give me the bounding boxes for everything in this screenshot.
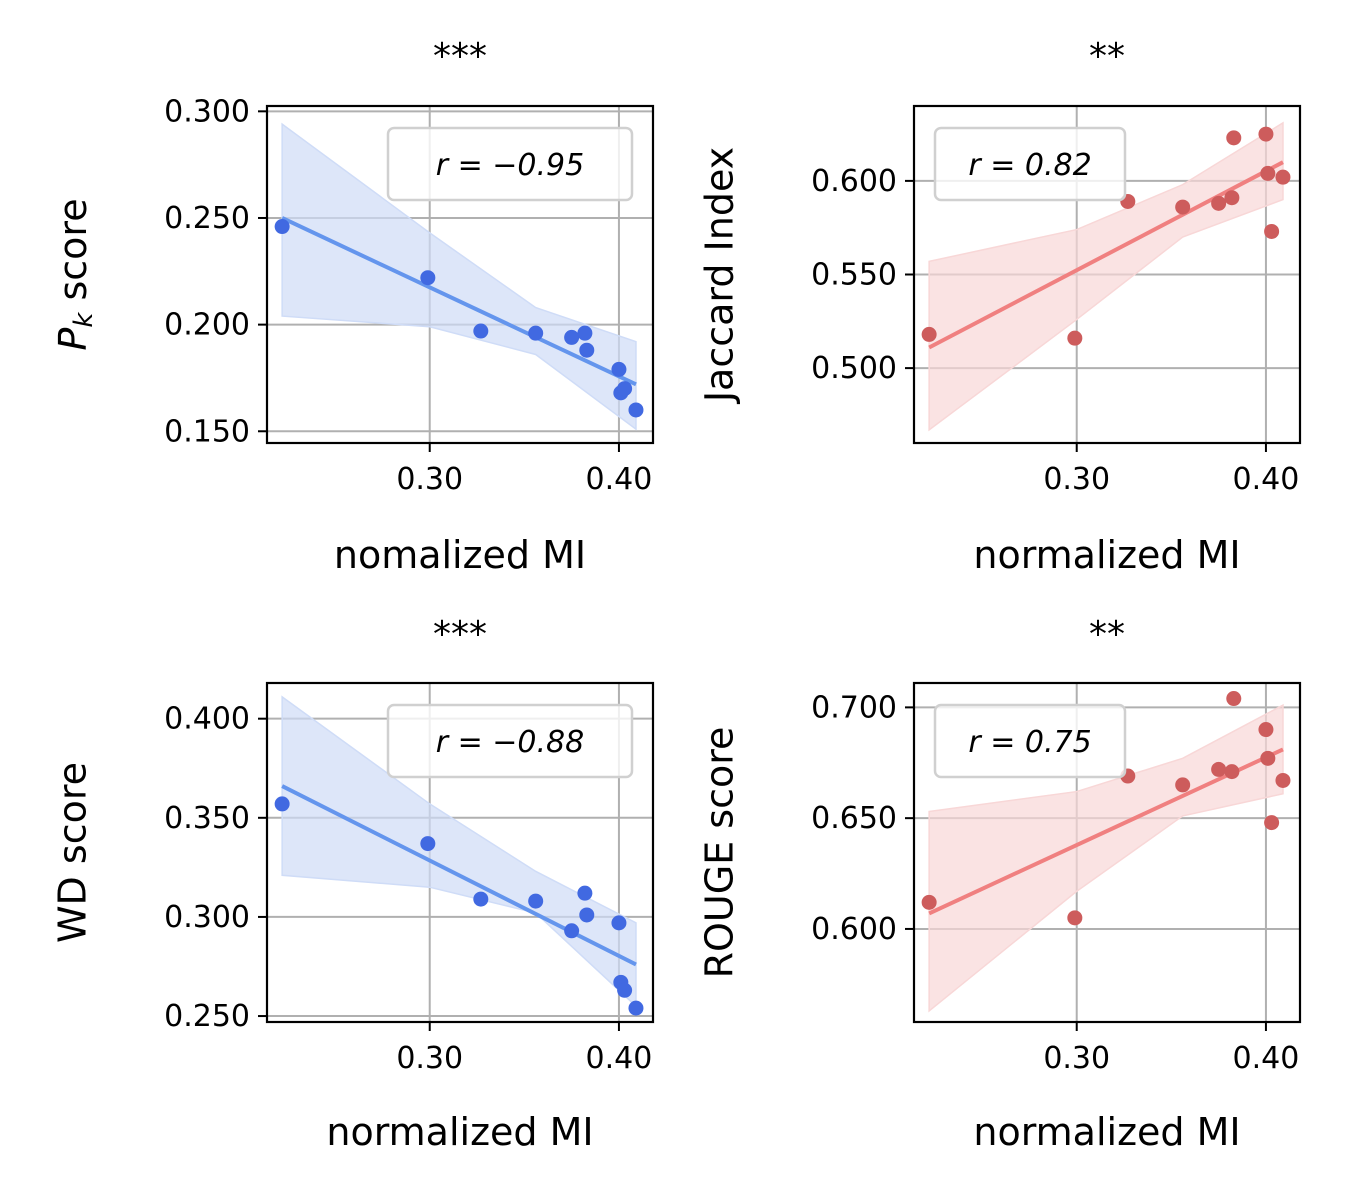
data-point [1260, 165, 1276, 181]
confidence-band [928, 703, 1284, 1013]
y-axis-label: Jaccard Index [698, 147, 742, 404]
panel-jaccard-index: 0.30 0.40 0.500 0.550 0.600 ** Jaccard Index… [698, 36, 1302, 577]
panel-title: *** [433, 36, 487, 77]
y-tick-label: 0.300 [164, 900, 250, 935]
legend-correlation: r = −0.95 [436, 148, 584, 183]
x-tick-label: 0.30 [396, 462, 463, 497]
data-point [921, 894, 937, 910]
data-point [274, 796, 290, 812]
x-tick-label: 0.40 [586, 462, 653, 497]
confidence-band [281, 122, 637, 431]
x-axis-label: normalized MI [973, 1110, 1240, 1154]
data-point [1258, 126, 1274, 142]
data-point [564, 329, 580, 345]
panel-pk-score: 0.30 0.40 0.150 0.200 0.250 0.300 *** Pk scor… [51, 36, 655, 577]
x-tick-label: 0.40 [1233, 1041, 1300, 1076]
data-point [1175, 777, 1191, 793]
data-point [1211, 761, 1227, 777]
data-point [579, 907, 595, 923]
data-point [611, 915, 627, 931]
data-point [1224, 764, 1240, 780]
x-axis-label: normalized MI [973, 533, 1240, 577]
y-tick-label: 0.400 [164, 702, 250, 737]
y-tick-label: 0.600 [811, 912, 897, 947]
y-tick-label: 0.250 [164, 201, 250, 236]
data-point [577, 885, 593, 901]
data-point [1224, 190, 1240, 206]
x-axis-label: nomalized MI [334, 533, 586, 577]
legend-box [386, 703, 634, 779]
regression-line [281, 216, 637, 387]
panel-title: ** [1089, 614, 1125, 655]
data-point [1067, 330, 1083, 346]
panel-wd-score: 0.30 0.40 0.250 0.300 0.350 0.400 *** WD scor… [51, 614, 655, 1154]
regression-line [928, 747, 1284, 916]
y-axis-label: ROUGE score [698, 727, 742, 979]
data-point [1260, 750, 1276, 766]
axes-frame [265, 104, 655, 445]
data-point [1211, 195, 1227, 211]
y-tick-label: 0.650 [811, 801, 897, 836]
legend-correlation: r = −0.88 [436, 725, 584, 760]
panel-title: *** [433, 614, 487, 655]
y-tick-label: 0.550 [811, 258, 897, 293]
y-axis-label-subscript: k [69, 312, 99, 328]
x-tick-label: 0.40 [586, 1041, 653, 1076]
y-tick-label: 0.600 [811, 164, 897, 199]
regression-line [928, 160, 1284, 350]
data-point [528, 893, 544, 909]
axes-frame [265, 681, 655, 1024]
y-tick-label: 0.500 [811, 351, 897, 386]
data-point [1264, 223, 1280, 239]
data-point [617, 982, 633, 998]
data-point [1258, 722, 1274, 738]
data-point [1226, 130, 1242, 146]
data-point [1264, 815, 1280, 831]
panel-rouge-score: 0.30 0.40 0.600 0.650 0.700 ** ROUGE score n… [698, 614, 1302, 1154]
data-point [1275, 772, 1291, 788]
data-point [628, 402, 644, 418]
data-point [420, 836, 436, 852]
data-point [1067, 910, 1083, 926]
data-point [611, 361, 627, 377]
legend-box [386, 126, 634, 202]
data-point [274, 219, 290, 235]
data-point [921, 326, 937, 342]
data-point [1175, 199, 1191, 215]
data-point [628, 1000, 644, 1016]
y-tick-label: 0.150 [164, 414, 250, 449]
data-point [473, 891, 489, 907]
x-tick-label: 0.30 [1043, 1041, 1110, 1076]
y-tick-label: 0.350 [164, 801, 250, 836]
data-point [617, 381, 633, 397]
y-axis-label: Pk score [51, 198, 99, 350]
panel-title: ** [1089, 36, 1125, 77]
data-point [473, 323, 489, 339]
y-axis-label: WD score [51, 762, 95, 943]
y-axis-label-rest: score [51, 198, 95, 312]
axes-frame [912, 681, 1302, 1024]
y-tick-label: 0.300 [164, 94, 250, 129]
x-axis-label: normalized MI [326, 1110, 593, 1154]
x-tick-label: 0.30 [1043, 462, 1110, 497]
data-point [564, 923, 580, 939]
legend-box [933, 703, 1127, 779]
data-point [579, 342, 595, 358]
y-axis-label-symbol: P [51, 328, 95, 351]
x-tick-label: 0.30 [396, 1041, 463, 1076]
y-tick-label: 0.250 [164, 999, 250, 1034]
x-tick-label: 0.40 [1233, 462, 1300, 497]
y-tick-label: 0.200 [164, 308, 250, 343]
data-point [1226, 691, 1242, 707]
legend-box [933, 126, 1127, 202]
data-point [1275, 169, 1291, 185]
data-point [577, 325, 593, 341]
confidence-band [928, 121, 1284, 432]
legend-correlation: r = 0.75 [968, 725, 1091, 760]
y-tick-label: 0.700 [811, 690, 897, 725]
data-point [528, 325, 544, 341]
data-point [420, 270, 436, 286]
legend-correlation: r = 0.82 [968, 148, 1091, 183]
